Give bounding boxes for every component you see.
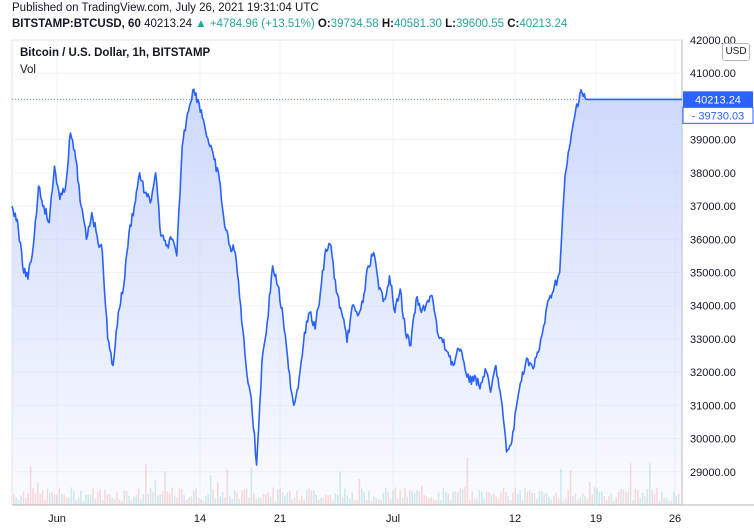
- y-tick-label: 32000.00: [690, 367, 736, 379]
- y-tick-label: 34000.00: [690, 301, 736, 313]
- price-line: [11, 88, 682, 466]
- x-tick-label: 21: [274, 513, 286, 525]
- y-tick-label: 29000.00: [690, 467, 736, 479]
- last-price: 40213.24: [144, 18, 193, 30]
- prev-price-label: - 39730.03: [692, 110, 745, 122]
- price-area: [12, 89, 682, 506]
- open-label: O:: [317, 18, 331, 30]
- x-tick-label: Jun: [48, 513, 66, 525]
- y-tick-label: 41000.00: [690, 68, 736, 80]
- y-tick-label: 38000.00: [690, 168, 736, 180]
- y-tick-label: 36000.00: [690, 234, 736, 246]
- last-price-label: 40213.24: [695, 94, 741, 106]
- low-label: L:: [445, 18, 457, 30]
- legend-title: Bitcoin / U.S. Dollar, 1h, BITSTAMP: [20, 47, 211, 59]
- symbol-ohlc-bar: BITSTAMP:BTCUSD, 60 40213.24 ▲ +4784.96 …: [12, 18, 567, 30]
- y-tick-label: 30000.00: [690, 434, 736, 446]
- up-arrow-icon: ▲: [195, 18, 207, 30]
- x-tick-label: 14: [194, 513, 206, 525]
- close-value: 40213.24: [519, 18, 568, 30]
- currency-badge[interactable]: USD: [722, 43, 750, 61]
- y-tick-label: 39000.00: [690, 135, 736, 147]
- high-value: 40581.30: [393, 18, 442, 30]
- y-tick-label: 33000.00: [690, 334, 736, 346]
- last-price-badge: [683, 91, 753, 108]
- prev-price-badge: [682, 106, 754, 124]
- x-tick-label: 26: [669, 513, 681, 525]
- symbol-name: BITSTAMP:BTCUSD, 60: [12, 18, 141, 30]
- legend-vol: Vol: [20, 64, 36, 76]
- y-tick-label: 35000.00: [690, 268, 736, 280]
- x-tick-label: 12: [509, 513, 521, 525]
- published-note: Published on TradingView.com, July 26, 2…: [12, 2, 319, 14]
- low-value: 39600.55: [456, 18, 504, 30]
- close-label: C:: [507, 18, 520, 30]
- open-value: 39734.58: [330, 18, 379, 30]
- x-tick-label: Jul: [386, 513, 400, 525]
- y-tick-label: 31000.00: [690, 400, 736, 412]
- price-change: +4784.96 (+13.51%): [209, 18, 315, 30]
- x-tick-label: 19: [590, 513, 602, 525]
- y-tick-label: 37000.00: [690, 201, 736, 213]
- high-label: H:: [381, 18, 394, 30]
